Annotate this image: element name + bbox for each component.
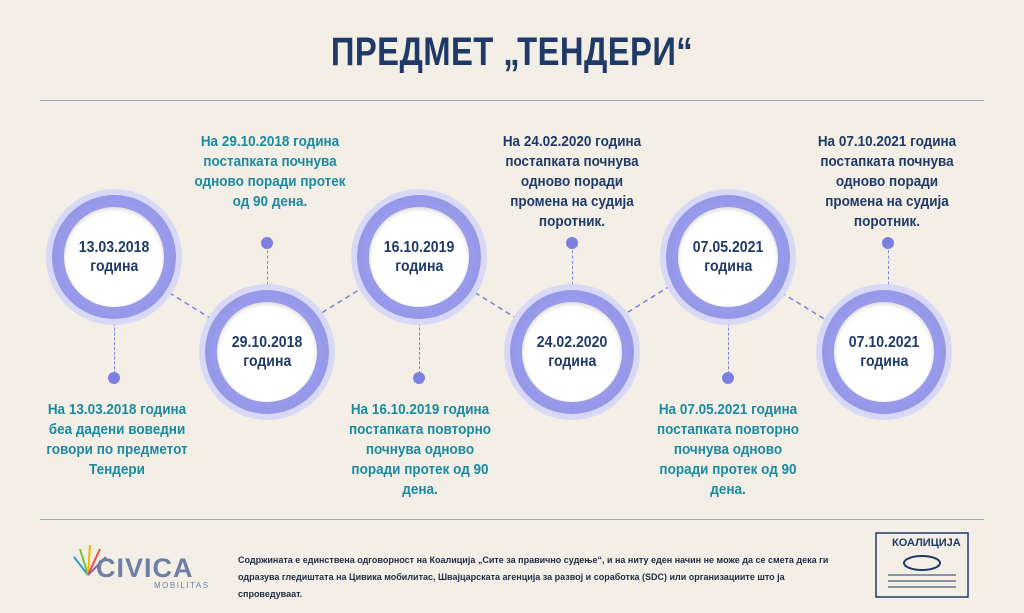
page-title: ПРЕДМЕТ „ТЕНДЕРИ“ [330,30,694,74]
node-year-word: година [242,353,292,370]
timeline-dot [566,237,578,249]
node-year-word: година [547,353,597,370]
connector-3 [419,318,420,374]
connector-6 [888,245,889,290]
connector-4 [572,245,573,290]
timeline-dot [882,237,894,249]
timeline-node-4: 24.02.2020 година [510,290,634,414]
timeline-node-5: 07.05.2021 година [666,195,790,319]
event-description-4: На 24.02.2020 година постапката почнува … [502,133,642,230]
civica-sunburst-icon [73,544,107,576]
timeline-dot [108,372,120,384]
node-year-word: година [89,258,139,275]
node-year-word: година [859,353,909,370]
coalition-wordmark: КОАЛИЦИЈА [892,537,961,549]
timeline-node-1: 13.03.2018 година [52,195,176,319]
node-date: 13.03.2018 [78,239,150,256]
timeline-dot [261,237,273,249]
event-description-6: На 07.10.2021 година постапката почнува … [817,133,957,230]
event-description-5: На 07.05.2021 година постапката повторно… [656,401,799,498]
top-divider [40,100,984,101]
bottom-divider [40,519,984,520]
node-date: 07.05.2021 [692,239,764,256]
timeline-node-6: 07.10.2021 година [822,290,946,414]
event-description-1: На 13.03.2018 година беа дадени воведни … [46,401,188,478]
timeline-node-3: 16.10.2019 година [357,195,481,319]
coalition-logo: КОАЛИЦИЈА [874,531,970,599]
civica-subtitle: MOBILITAS [154,581,210,590]
timeline-dot [722,372,734,384]
node-date: 29.10.2018 [231,334,303,351]
node-year-word: година [394,258,444,275]
node-date: 07.10.2021 [848,334,920,351]
node-date: 16.10.2019 [383,239,455,256]
event-description-3: На 16.10.2019 година постапката повторно… [348,401,491,498]
footer-disclaimer: Содржината е единствена одговорност на К… [238,555,829,599]
node-date: 24.02.2020 [536,334,608,351]
node-year-word: година [703,258,753,275]
connector-1 [114,318,115,374]
timeline-dot [413,372,425,384]
civica-wordmark: CIVICA [96,553,194,583]
civica-mobilitas-logo: CIVICA MOBILITAS [68,535,218,595]
timeline-node-2: 29.10.2018 година [205,290,329,414]
coalition-emblem-icon [875,532,969,598]
connector-2 [267,245,268,290]
event-description-2: На 29.10.2018 година постапката почнува … [194,133,346,210]
connector-5 [728,318,729,374]
